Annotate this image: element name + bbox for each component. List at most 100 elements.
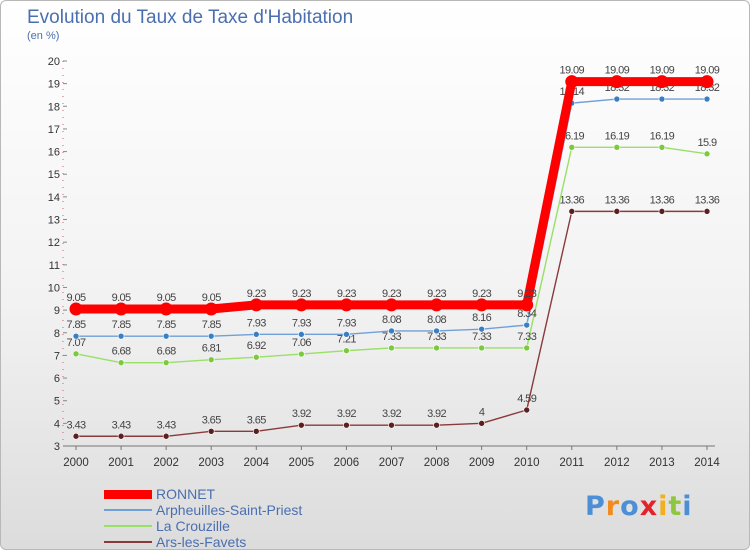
- data-label: 16.19: [650, 130, 675, 142]
- data-point: [252, 331, 260, 338]
- data-label: 19.09: [605, 65, 630, 77]
- y-tick-label: 18: [48, 101, 60, 113]
- data-label: 6.68: [112, 346, 131, 358]
- data-label: 8.08: [427, 314, 446, 326]
- y-tick-label: 3: [54, 441, 60, 453]
- data-point: [117, 359, 125, 366]
- data-point: [433, 344, 440, 352]
- data-point: [343, 331, 350, 338]
- data-point: [339, 298, 353, 312]
- data-label: 7.06: [292, 337, 311, 349]
- data-point: [298, 421, 305, 429]
- logo-letter: r: [605, 491, 621, 522]
- legend-label: La Crouzille: [156, 518, 230, 534]
- data-point: [475, 298, 489, 312]
- x-tick-label: 2012: [604, 457, 630, 469]
- data-point: [69, 302, 83, 316]
- data-point: [343, 421, 350, 429]
- logo-letter: i: [682, 491, 693, 522]
- x-tick-label: 2013: [649, 457, 675, 469]
- data-label: 8.34: [517, 308, 536, 320]
- y-tick-label: 12: [48, 237, 60, 249]
- data-point: [703, 150, 711, 158]
- data-label: 7.33: [472, 331, 491, 343]
- data-label: 7.33: [517, 331, 536, 343]
- proxiti-logo: Proxiti: [585, 491, 693, 522]
- data-label: 7.85: [202, 319, 221, 331]
- data-point: [207, 356, 215, 364]
- data-point: [478, 344, 485, 352]
- data-label: 13.36: [650, 194, 675, 206]
- y-tick-label: 9: [54, 305, 60, 317]
- data-point: [703, 95, 711, 103]
- logo-letter: P: [585, 491, 606, 522]
- data-point: [159, 302, 173, 316]
- x-tick-label: 2010: [514, 457, 540, 469]
- y-tick-label: 13: [48, 215, 60, 227]
- data-point: [523, 406, 531, 414]
- data-label: 9.23: [517, 288, 536, 300]
- y-tick-label: 19: [48, 79, 60, 91]
- data-label: 6.68: [157, 346, 176, 358]
- y-tick-label: 15: [48, 169, 60, 181]
- data-label: 9.05: [157, 292, 176, 304]
- logo-letter: x: [639, 491, 659, 522]
- x-tick-label: 2004: [243, 457, 269, 469]
- data-point: [72, 332, 80, 340]
- chart-subtitle: (en %): [27, 30, 60, 42]
- y-tick-label: 20: [48, 56, 60, 68]
- data-label: 6.81: [202, 343, 221, 355]
- chart-title: Evolution du Taux de Taxe d'Habitation: [27, 7, 354, 28]
- y-tick-label: 6: [54, 373, 60, 385]
- data-label: 7.93: [337, 317, 356, 329]
- data-point: [478, 325, 485, 333]
- legend-label: RONNET: [156, 486, 216, 502]
- data-label: 19.09: [560, 65, 585, 77]
- y-tick-label: 16: [48, 147, 60, 159]
- data-point: [658, 208, 666, 215]
- data-label: 4.59: [517, 393, 536, 405]
- data-point: [117, 332, 125, 340]
- data-point: [388, 421, 395, 429]
- data-point: [523, 344, 531, 352]
- data-label: 3.65: [202, 414, 221, 426]
- data-label: 7.21: [337, 334, 356, 346]
- data-point: [252, 427, 260, 435]
- data-point: [433, 327, 440, 335]
- data-point: [478, 420, 485, 427]
- y-tick-label: 5: [54, 396, 60, 408]
- legend-swatch: [104, 525, 152, 527]
- data-label: 7.07: [66, 337, 85, 349]
- data-label: 8.16: [472, 312, 491, 324]
- data-point: [658, 143, 666, 151]
- data-label: 3.92: [382, 408, 401, 420]
- data-label: 7.33: [382, 331, 401, 343]
- x-tick-label: 2007: [379, 457, 405, 469]
- data-label: 4: [479, 406, 485, 418]
- data-point: [613, 95, 621, 103]
- data-label: 9.05: [112, 292, 131, 304]
- data-label: 19.09: [650, 65, 675, 77]
- data-point: [252, 353, 260, 361]
- x-tick-label: 2014: [694, 457, 720, 469]
- data-point: [294, 298, 308, 312]
- y-tick-label: 8: [54, 328, 60, 340]
- data-label: 7.85: [112, 319, 131, 331]
- legend-swatch: [104, 509, 152, 511]
- data-label: 7.93: [292, 317, 311, 329]
- data-point: [658, 95, 666, 103]
- data-point: [565, 75, 579, 89]
- data-point: [162, 359, 170, 366]
- y-tick-label: 10: [48, 282, 60, 294]
- data-point: [114, 302, 128, 316]
- data-label: 3.65: [247, 414, 266, 426]
- data-label: 15.9: [697, 137, 716, 149]
- data-label: 3.92: [427, 408, 446, 420]
- y-tick-label: 17: [48, 124, 60, 136]
- data-point: [700, 75, 714, 89]
- data-label: 9.05: [66, 292, 85, 304]
- data-label: 3.92: [337, 408, 356, 420]
- data-point: [207, 427, 215, 435]
- data-point: [613, 143, 621, 151]
